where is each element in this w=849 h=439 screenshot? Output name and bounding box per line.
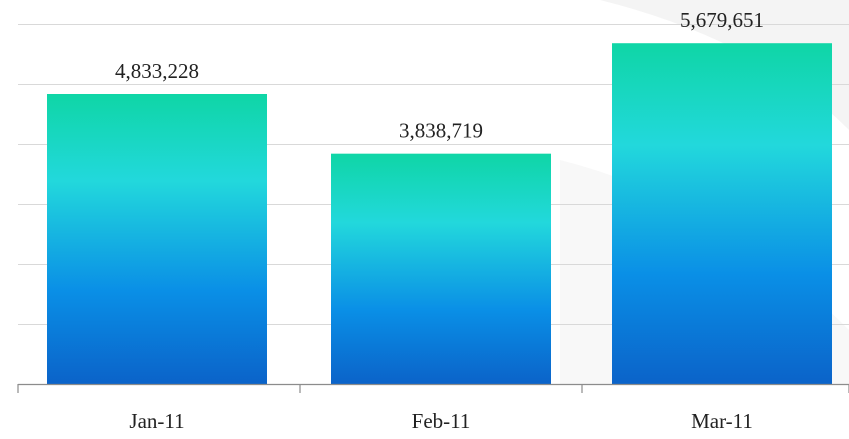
x-axis — [17, 383, 849, 393]
bar-feb-11 — [331, 153, 551, 384]
data-label-feb-11: 3,838,719 — [399, 119, 483, 143]
data-label-jan-11: 4,833,228 — [115, 59, 199, 83]
bar-mar-11 — [612, 43, 832, 385]
x-tick-label-jan-11: Jan-11 — [129, 409, 184, 433]
bar-jan-11 — [47, 94, 267, 384]
data-labels: 4,833,228 3,838,719 5,679,651 — [115, 8, 764, 142]
x-tick-label-feb-11: Feb-11 — [412, 409, 471, 433]
data-label-mar-11: 5,679,651 — [680, 8, 764, 32]
bars — [47, 43, 832, 385]
x-tick-label-mar-11: Mar-11 — [691, 409, 753, 433]
x-tick-labels: Jan-11 Feb-11 Mar-11 — [129, 409, 753, 433]
